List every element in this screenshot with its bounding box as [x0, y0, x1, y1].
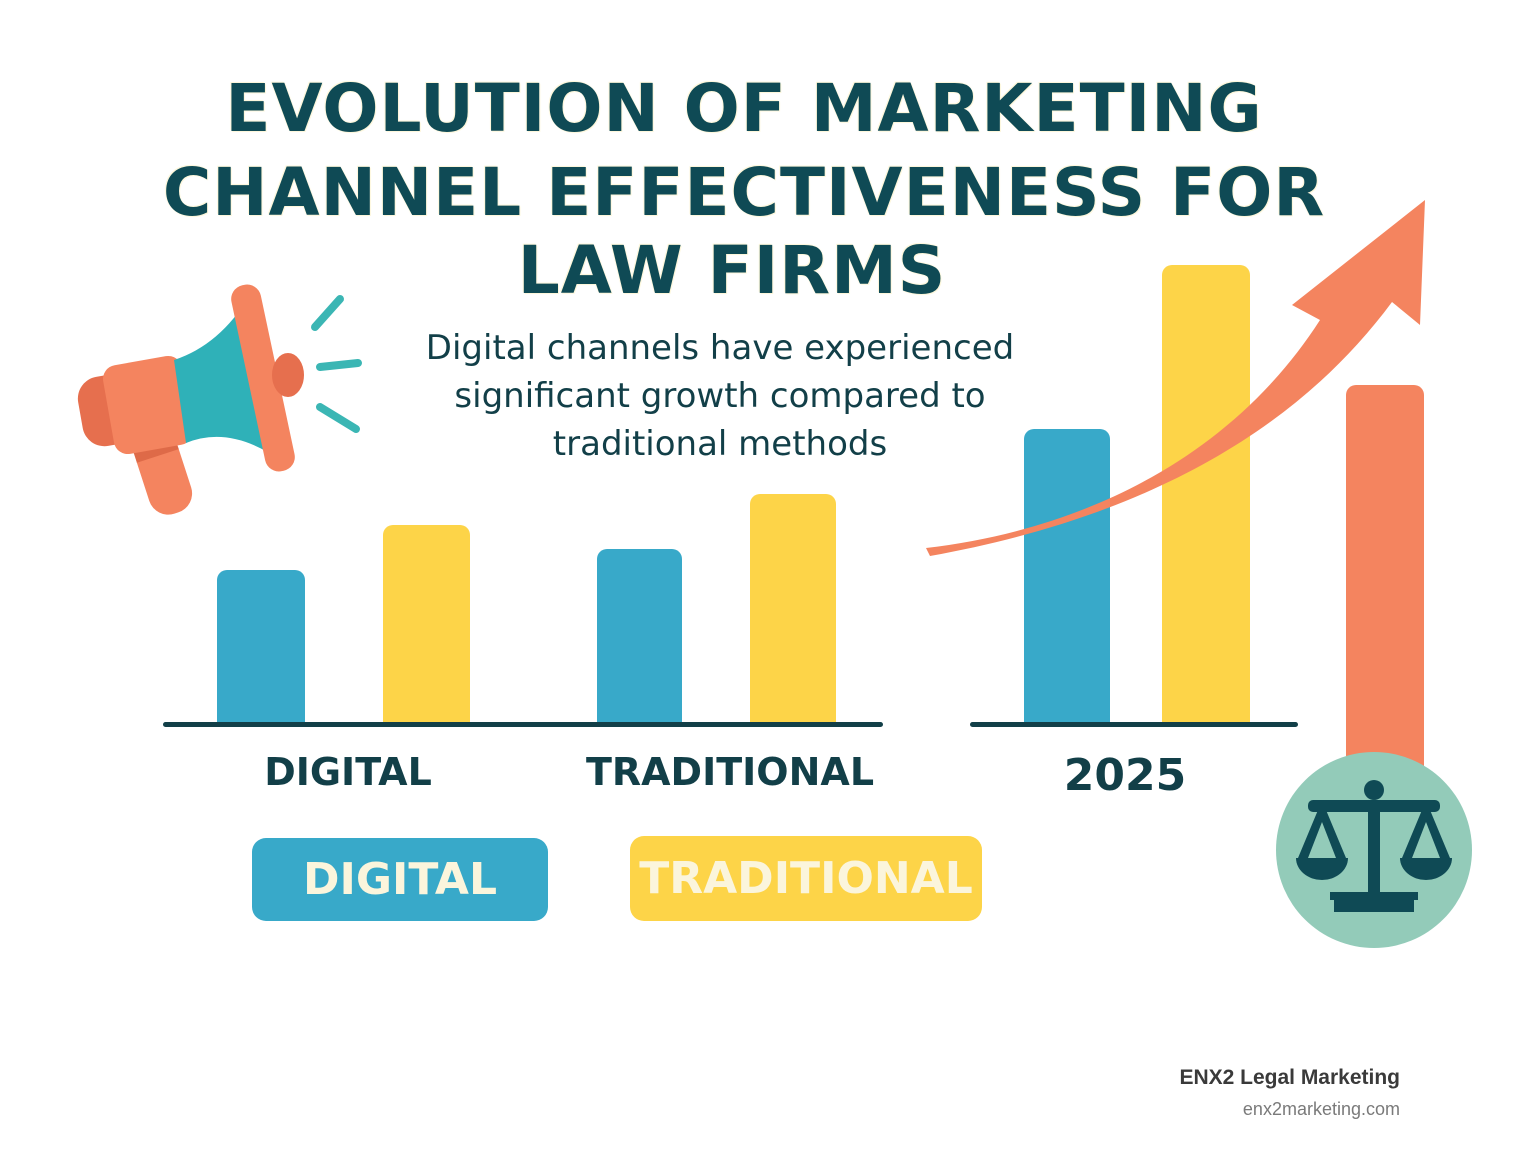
subtitle-line-2: significant growth compared to — [454, 376, 986, 416]
megaphone-icon — [77, 284, 362, 515]
axis-baseline-left — [163, 722, 883, 727]
scales-of-justice-icon — [1276, 752, 1472, 948]
bar-traditional-group-digital — [597, 549, 682, 723]
category-label-2025: 2025 — [1063, 750, 1187, 801]
legend-traditional-label: TRADITIONAL — [639, 853, 973, 904]
bar-digital-group-digital — [217, 570, 305, 723]
title-line-3: LAW FIRMS — [517, 232, 947, 309]
axis-baseline-right — [970, 722, 1298, 727]
title-line-1: EVOLUTION OF MARKETING — [225, 70, 1263, 147]
category-label-traditional: TRADITIONAL — [585, 750, 875, 794]
title-line-2: CHANNEL EFFECTIVENESS FOR — [162, 154, 1326, 231]
bar-growth-orange — [1346, 385, 1424, 785]
bar-2025-traditional — [1162, 265, 1250, 723]
legend-digital-label: DIGITAL — [302, 854, 498, 905]
bar-traditional-group-traditional — [750, 494, 836, 723]
bar-2025-digital — [1024, 429, 1110, 723]
brand-url: enx2marketing.com — [1242, 1099, 1400, 1119]
legend-traditional: TRADITIONAL — [630, 836, 982, 921]
bar-digital-group-traditional — [383, 525, 470, 723]
brand-name: ENX2 Legal Marketing — [1179, 1066, 1400, 1089]
category-label-digital: DIGITAL — [264, 750, 432, 794]
legend-digital: DIGITAL — [252, 838, 548, 921]
subtitle-line-3: traditional methods — [552, 424, 888, 464]
subtitle-line-1: Digital channels have experienced — [425, 328, 1015, 368]
